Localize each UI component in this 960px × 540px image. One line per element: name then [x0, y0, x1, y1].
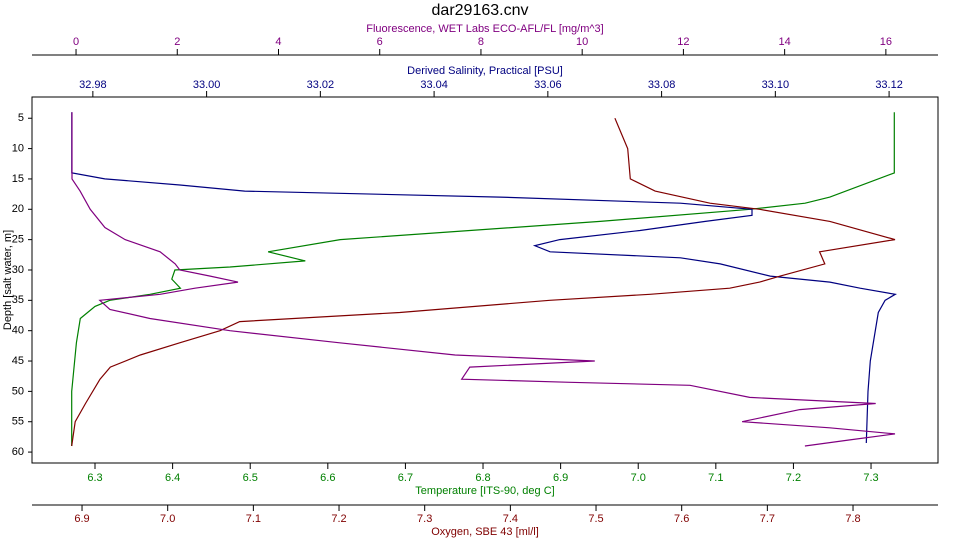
y-tick-label: 5 — [18, 112, 24, 124]
x-tick-label: 33.02 — [307, 79, 335, 91]
plot-frame — [31, 96, 939, 464]
x-tick-label: 7.7 — [760, 513, 775, 525]
x-tick-label: 33.06 — [534, 79, 562, 91]
x-axis-label: Temperature [ITS-90, deg C] — [415, 485, 554, 497]
y-tick-label: 55 — [12, 416, 24, 428]
x-tick-label: 6.9 — [74, 513, 89, 525]
y-tick-label: 60 — [12, 446, 24, 458]
chart-title: dar29163.cnv — [432, 2, 529, 19]
profile-line — [71, 117, 896, 447]
y-axis-label: Depth [salt water, m] — [2, 230, 14, 330]
x-tick-label: 14 — [779, 36, 791, 48]
x-tick-label: 33.00 — [193, 79, 221, 91]
x-tick-label: 7.4 — [503, 513, 518, 525]
x-tick-label: 4 — [275, 36, 281, 48]
y-tick-label: 10 — [12, 142, 24, 154]
x-tick-label: 7.0 — [160, 513, 175, 525]
x-tick-label: 7.5 — [588, 513, 603, 525]
y-tick-label: 25 — [12, 234, 24, 246]
x-tick-label: 6.3 — [87, 472, 102, 484]
x-axis-label: Fluorescence, WET Labs ECO-AFL/FL [mg/m^… — [366, 23, 603, 35]
y-tick-label: 30 — [12, 264, 24, 276]
x-axis-label: Derived Salinity, Practical [PSU] — [407, 65, 563, 77]
x-tick-label: 32.98 — [79, 79, 107, 91]
x-tick-label: 7.8 — [845, 513, 860, 525]
x-tick-label: 7.6 — [674, 513, 689, 525]
profile-line — [71, 112, 895, 446]
y-tick-label: 40 — [12, 325, 24, 337]
x-tick-label: 33.04 — [420, 79, 448, 91]
x-tick-label: 7.1 — [708, 472, 723, 484]
x-tick-label: 0 — [73, 36, 79, 48]
x-tick-label: 2 — [174, 36, 180, 48]
y-tick-label: 20 — [12, 203, 24, 215]
y-tick-label: 35 — [12, 294, 24, 306]
x-tick-label: 7.3 — [863, 472, 878, 484]
x-tick-label: 7.0 — [631, 472, 646, 484]
x-tick-label: 10 — [576, 36, 588, 48]
x-tick-label: 6.4 — [165, 472, 180, 484]
y-tick-label: 45 — [12, 355, 24, 367]
x-tick-label: 7.1 — [246, 513, 261, 525]
x-tick-label: 6.8 — [475, 472, 490, 484]
y-tick-label: 50 — [12, 385, 24, 397]
x-tick-label: 6.5 — [243, 472, 258, 484]
x-tick-label: 33.08 — [648, 79, 676, 91]
x-tick-label: 6 — [377, 36, 383, 48]
x-tick-label: 33.10 — [762, 79, 790, 91]
x-tick-label: 7.2 — [786, 472, 801, 484]
x-tick-label: 7.2 — [331, 513, 346, 525]
x-tick-label: 7.3 — [417, 513, 432, 525]
x-tick-label: 6.9 — [553, 472, 568, 484]
x-tick-label: 6.6 — [320, 472, 335, 484]
x-tick-label: 16 — [880, 36, 892, 48]
x-tick-label: 6.7 — [398, 472, 413, 484]
x-tick-label: 8 — [478, 36, 484, 48]
x-axis-label: Oxygen, SBE 43 [ml/l] — [431, 526, 539, 538]
profile-line — [71, 112, 898, 444]
y-tick-label: 15 — [12, 173, 24, 185]
profile-line — [71, 112, 896, 447]
x-tick-label: 12 — [677, 36, 689, 48]
x-tick-label: 33.12 — [875, 79, 903, 91]
